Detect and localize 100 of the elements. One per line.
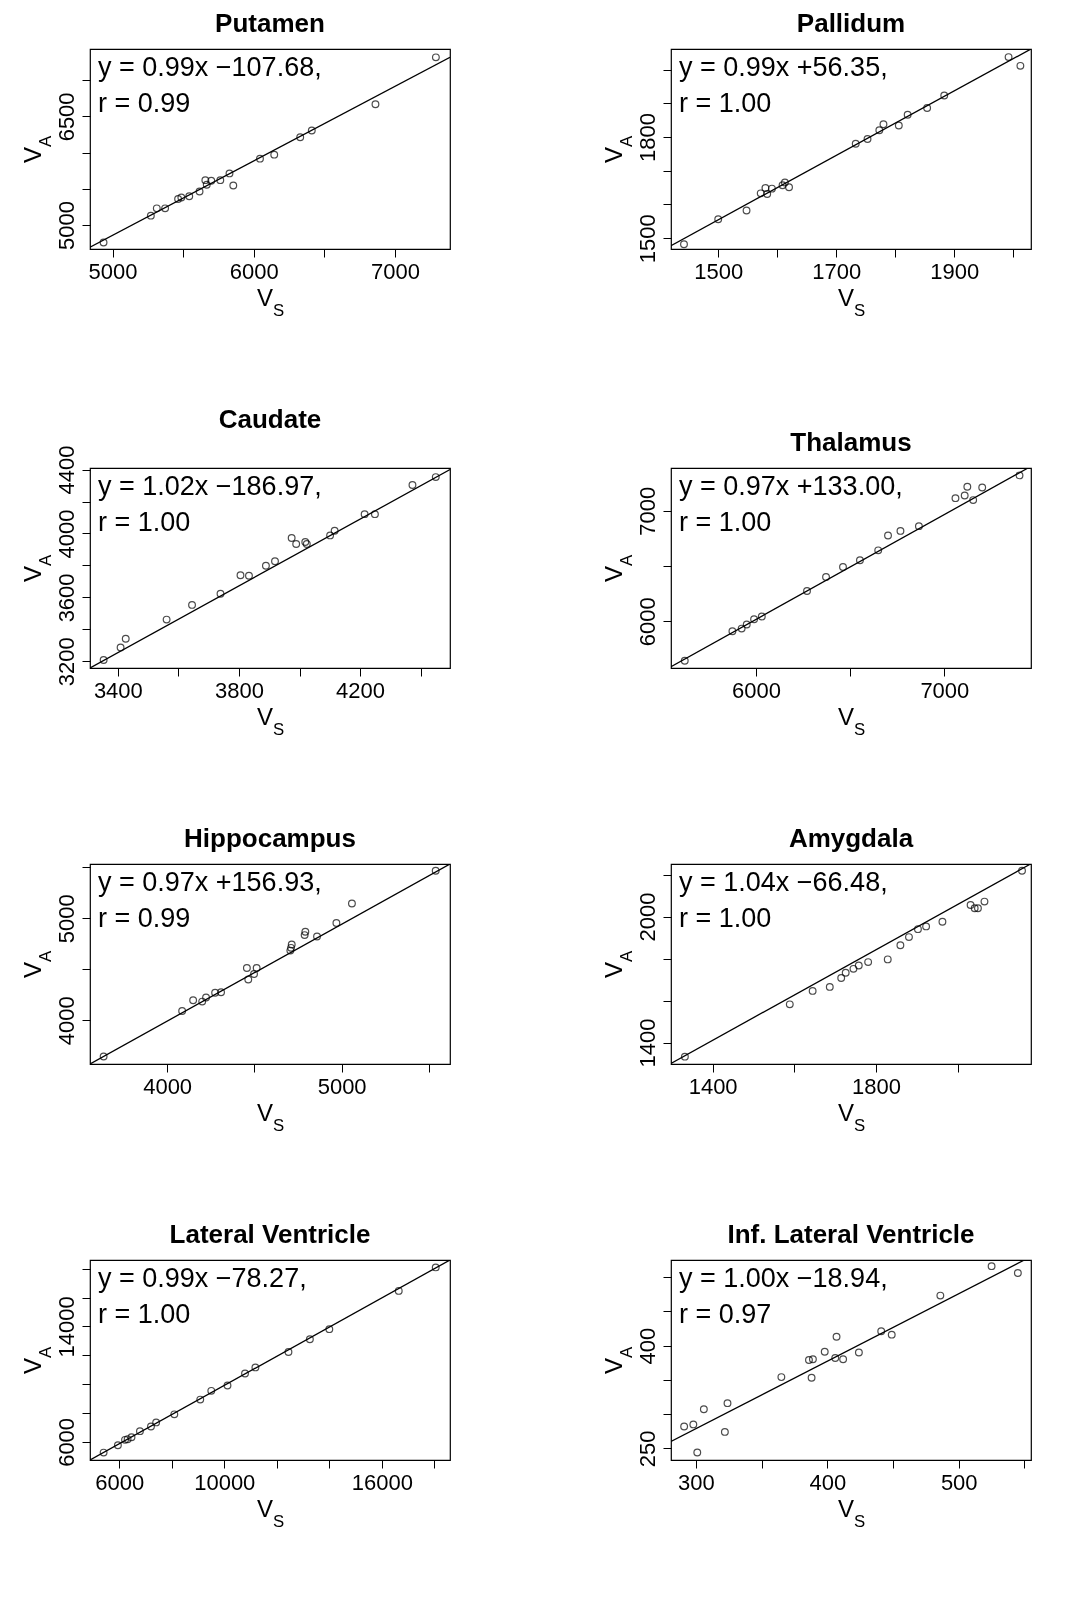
point — [236, 571, 245, 580]
x-axis-title: V$_{S}$ — [837, 283, 866, 319]
x-axis-title: V$_{S}$ — [837, 1098, 866, 1134]
x-tick-label: 3400 — [93, 677, 143, 703]
chart-title: Pallidum — [796, 8, 906, 38]
point — [896, 526, 905, 535]
point — [196, 1395, 205, 1404]
point — [763, 190, 772, 198]
point — [969, 496, 978, 505]
point — [286, 946, 295, 955]
point — [785, 183, 793, 192]
point — [940, 91, 949, 100]
point — [807, 1373, 816, 1382]
point — [207, 1386, 216, 1395]
point — [913, 925, 922, 934]
annotation: r = 1.00 — [679, 507, 772, 537]
point — [849, 964, 858, 973]
point — [936, 1291, 945, 1300]
point — [301, 927, 310, 936]
x-tick-label: 7000 — [920, 677, 970, 703]
point — [287, 534, 296, 542]
point — [1018, 866, 1026, 875]
point — [371, 100, 380, 109]
point — [256, 154, 264, 163]
point — [1016, 61, 1025, 70]
x-tick-label: 400 — [809, 1469, 847, 1495]
y-tick-label: 4000 — [53, 996, 79, 1046]
point — [778, 181, 787, 190]
point — [300, 931, 309, 940]
point — [177, 193, 186, 202]
point — [211, 988, 220, 997]
point — [332, 919, 341, 927]
point — [178, 1007, 187, 1015]
point — [874, 546, 883, 555]
point — [761, 184, 770, 192]
point — [217, 988, 226, 997]
x-tick-label: 7000 — [370, 258, 420, 284]
point — [978, 483, 987, 492]
x-tick-label: 10000 — [194, 1469, 256, 1495]
y-tick-label: 1800 — [634, 113, 660, 162]
point — [973, 904, 982, 913]
point — [808, 986, 817, 995]
y-tick-label: 6000 — [634, 597, 660, 647]
x-tick-label: 1500 — [694, 258, 744, 284]
point — [767, 184, 776, 193]
chart-title: Amygdala — [788, 823, 914, 853]
annotation: r = 1.00 — [98, 1299, 191, 1329]
point — [307, 126, 316, 135]
point — [879, 120, 888, 129]
point — [252, 964, 261, 972]
point — [785, 1000, 794, 1009]
annotation: r = 0.99 — [98, 88, 191, 118]
point — [864, 958, 873, 967]
point — [737, 624, 746, 633]
y-tick-label: 4400 — [53, 445, 79, 495]
point — [750, 615, 759, 624]
point — [251, 1363, 260, 1372]
point — [408, 480, 417, 489]
point — [284, 1347, 293, 1356]
point — [863, 135, 872, 143]
chart-title: Lateral Ventricle — [169, 1219, 371, 1249]
y-tick-label: 6500 — [53, 92, 79, 142]
point — [207, 176, 216, 185]
point — [431, 473, 440, 482]
chart-title: Putamen — [215, 8, 325, 38]
point — [854, 961, 863, 970]
point — [250, 970, 258, 978]
point — [127, 1433, 136, 1442]
annotation: r = 0.97 — [679, 1299, 772, 1329]
point — [244, 975, 253, 984]
point — [147, 1422, 155, 1431]
point — [313, 932, 321, 941]
point — [728, 627, 737, 636]
point — [202, 180, 211, 189]
point — [680, 240, 688, 249]
point — [174, 194, 183, 203]
point — [161, 204, 170, 213]
point — [292, 540, 301, 548]
point — [1013, 1269, 1022, 1277]
point — [152, 204, 161, 213]
point — [223, 1381, 232, 1390]
point — [699, 1405, 708, 1414]
point — [229, 181, 238, 190]
point — [123, 1435, 132, 1444]
point — [330, 526, 339, 535]
point — [216, 176, 225, 185]
point — [884, 531, 892, 540]
x-tick-label: 6000 — [731, 677, 781, 703]
point — [803, 587, 811, 596]
point — [202, 993, 210, 1002]
point — [820, 1347, 829, 1356]
x-tick-label: 4000 — [143, 1073, 193, 1099]
x-tick-label: 6000 — [95, 1469, 145, 1495]
y-tick-label: 400 — [634, 1327, 660, 1365]
point — [837, 974, 846, 983]
point — [839, 1355, 848, 1364]
point — [905, 933, 913, 942]
y-tick-label: 7000 — [634, 486, 660, 536]
annotation: y = 0.97x +156.93, — [98, 867, 322, 897]
chart-title: Caudate — [218, 404, 322, 435]
